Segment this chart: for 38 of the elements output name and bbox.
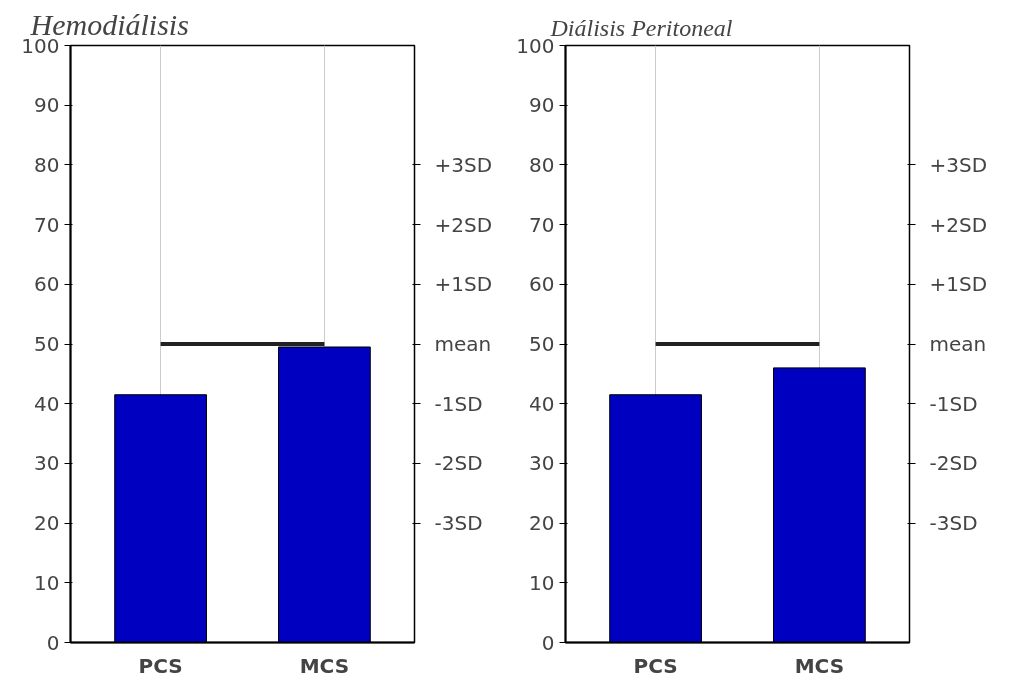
text: +2SD — [929, 212, 988, 237]
x-tick-label: MCS — [299, 653, 350, 678]
text: +1SD — [434, 272, 493, 297]
y-tick-label: 70 — [529, 212, 555, 237]
x-tick-label: MCS — [794, 653, 845, 678]
y-tick-label: 20 — [529, 511, 555, 536]
y-tick-label: 90 — [529, 93, 555, 118]
y-tick-label: 80 — [34, 152, 60, 177]
y-tick-label: 80 — [529, 152, 555, 177]
x-tick-label: PCS — [633, 653, 678, 678]
y-tick-label: 10 — [529, 570, 555, 595]
text: -1SD — [434, 391, 483, 416]
text: -2SD — [929, 451, 978, 476]
text: -3SD — [434, 511, 483, 536]
y-tick-label: 60 — [34, 272, 60, 297]
y-tick-label: 20 — [34, 511, 60, 536]
y-tick-label: 40 — [34, 391, 60, 416]
y-tick-label: 30 — [34, 451, 60, 476]
text: -2SD — [434, 451, 483, 476]
y-tick-label: 60 — [529, 272, 555, 297]
y-tick-label: 50 — [34, 332, 60, 356]
x-tick-label: PCS — [138, 653, 183, 678]
text: +1SD — [929, 272, 988, 297]
y-tick-label: 0 — [541, 630, 555, 655]
y-tick-label: 30 — [529, 451, 555, 476]
y-tick-label: 90 — [34, 93, 60, 118]
y-tick-label: 0 — [46, 630, 60, 655]
ref-line-label: mean — [929, 332, 987, 356]
y-tick-label: 40 — [529, 391, 555, 416]
text: -3SD — [929, 511, 978, 536]
y-tick-label: 10 — [34, 570, 60, 595]
text: +3SD — [929, 152, 988, 177]
y-tick-label: 50 — [529, 332, 555, 356]
text: -1SD — [929, 391, 978, 416]
ref-line-label: mean — [434, 332, 492, 356]
text: +2SD — [434, 212, 493, 237]
text: +3SD — [434, 152, 493, 177]
y-tick-label: 70 — [34, 212, 60, 237]
